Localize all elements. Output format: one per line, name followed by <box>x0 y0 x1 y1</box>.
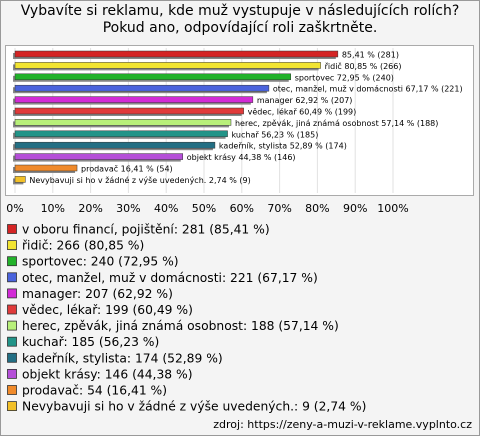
legend-swatch <box>7 401 17 412</box>
x-tick-label: 0% <box>6 202 23 215</box>
legend-swatch <box>7 368 17 379</box>
legend-label: manager: 207 (62,92 %) <box>22 287 173 301</box>
value-label: sportovec 72,95 % (240) <box>295 73 394 82</box>
value-label: manager 62,92 % (207) <box>257 96 353 105</box>
value-label: objekt krásy 44,38 % (146) <box>187 153 296 162</box>
value-label: prodavač 16,41 % (54) <box>81 164 173 174</box>
legend-swatch <box>7 224 17 234</box>
value-label: otec, manžel, muž v domácnosti 67,17 % (… <box>273 85 463 94</box>
x-tick-label: 30% <box>116 202 140 215</box>
value-label: kadeřník, stylista 52,89 % (174) <box>219 142 347 151</box>
legend-swatch <box>7 304 17 315</box>
legend-swatch <box>7 320 17 331</box>
x-tick-label: 100% <box>377 202 408 215</box>
value-label: vědec, lékař 60,49 % (199) <box>248 107 357 117</box>
legend-swatch <box>7 352 17 363</box>
bar <box>14 119 232 126</box>
legend-label: objekt krásy: 146 (44,38 %) <box>22 367 193 381</box>
legend-label: prodavač: 54 (16,41 %) <box>22 384 167 398</box>
source: zdroj: https://zeny-a-muzi-v-reklame.vyp… <box>213 418 472 431</box>
x-tick-label: 20% <box>78 202 102 215</box>
value-label: 85,41 % (281) <box>342 51 399 60</box>
bar <box>14 73 292 81</box>
legend-swatch <box>7 288 17 299</box>
legend-label: herec, zpěvák, jiná známá osobnost: 188 … <box>22 319 339 333</box>
legend-label: kadeřník, stylista: 174 (52,89 %) <box>22 351 223 365</box>
bar <box>14 130 228 138</box>
value-label: řidič 80,85 % (266) <box>325 61 402 71</box>
value-label: herec, zpěvák, jiná známá osobnost 57,14… <box>235 119 438 128</box>
bar <box>14 50 339 58</box>
bar <box>14 96 254 103</box>
legend-label: sportovec: 240 (72,95 %) <box>22 255 179 269</box>
bar <box>14 107 244 115</box>
legend-label: kuchař: 185 (56,23 %) <box>22 335 159 349</box>
title-box: Vybavíte si reklamu, kde muž vystupuje v… <box>20 3 460 36</box>
x-tick-label: 50% <box>192 202 216 215</box>
legend-swatch <box>7 240 17 251</box>
bar <box>14 153 184 160</box>
x-tick-label: 80% <box>305 202 329 215</box>
value-label: kuchař 56,23 % (185) <box>232 130 319 139</box>
x-tick-label: 60% <box>230 202 254 215</box>
bar <box>14 84 270 92</box>
legend-label: Nevybavuji si ho v žádné z výše uvedenýc… <box>22 400 366 414</box>
x-tick-label: 70% <box>267 202 291 215</box>
bar <box>14 176 26 183</box>
legend-swatch <box>7 256 17 267</box>
bar <box>14 141 216 149</box>
legend-label: v oboru financí, pojištění: 281 (85,41 %… <box>22 223 270 237</box>
legend-label: vědec, lékař: 199 (60,49 %) <box>22 303 193 317</box>
legend-swatch <box>7 336 17 347</box>
x-tick-label: 90% <box>343 202 367 215</box>
legend-swatch <box>7 385 17 395</box>
value-label: Nevybavuji si ho v žádné z výše uvedenýc… <box>29 175 250 185</box>
x-tick-label: 10% <box>41 202 65 215</box>
legend-swatch <box>7 272 17 283</box>
bar <box>14 164 78 172</box>
x-tick-label: 40% <box>154 202 178 215</box>
chart-title: Vybavíte si reklamu, kde muž vystupuje v… <box>20 3 460 36</box>
bar <box>14 62 321 69</box>
legend-label: otec, manžel, muž v domácnosti: 221 (67,… <box>22 271 318 285</box>
legend-label: řidič: 266 (80,85 %) <box>22 239 144 253</box>
